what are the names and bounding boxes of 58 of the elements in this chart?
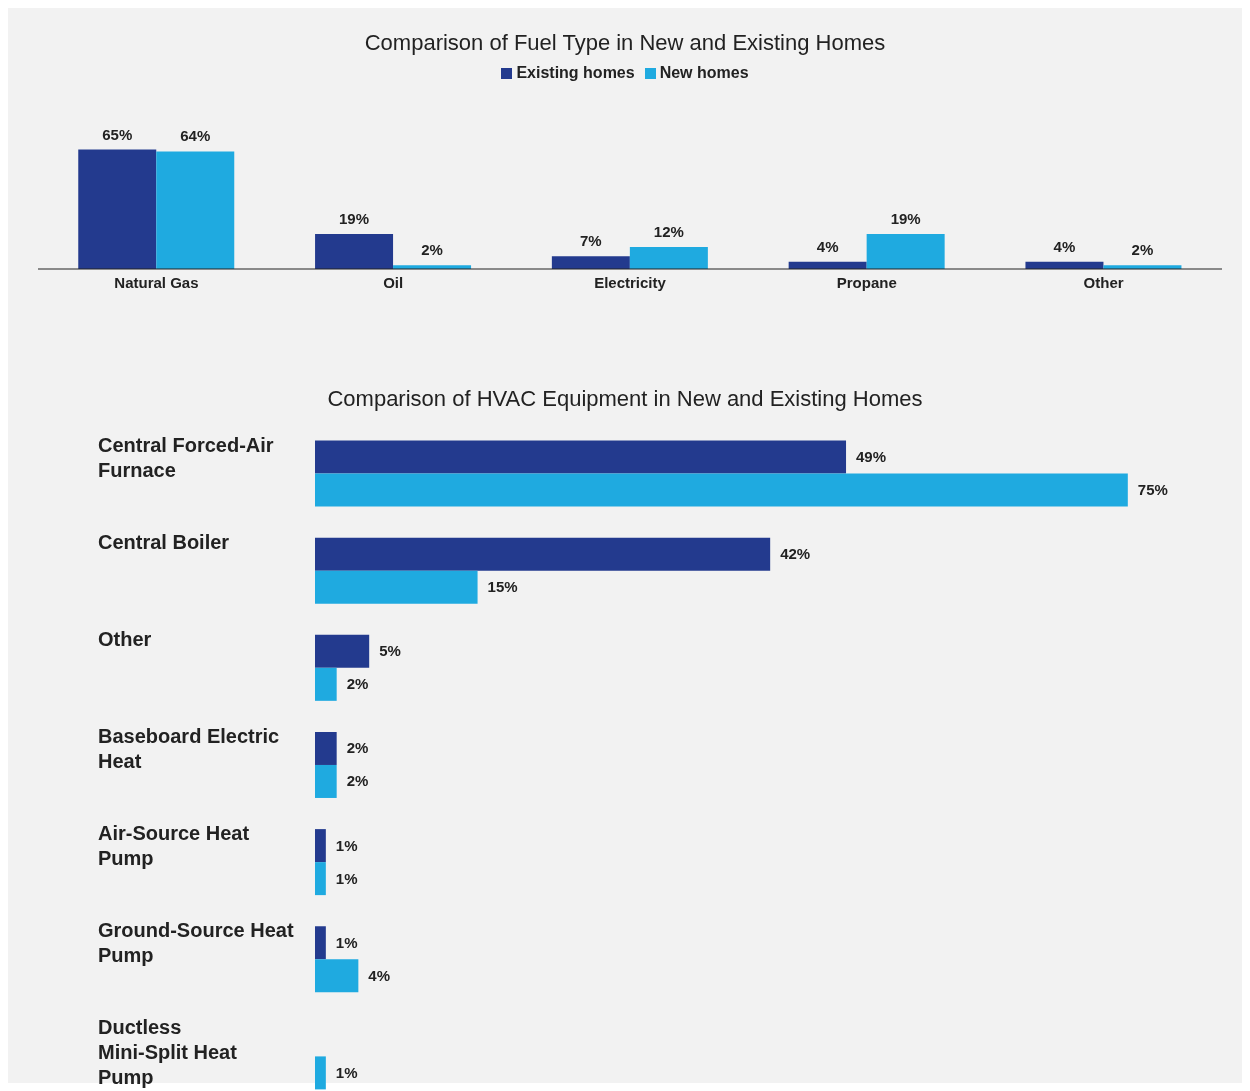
data-label: 1% [335, 933, 358, 951]
bar [315, 764, 337, 798]
legend-label: New homes [659, 64, 749, 81]
x-tick-label: Natural Gas [114, 273, 199, 291]
bar [315, 1056, 326, 1090]
chart-title: Comparison of HVAC Equipment in New and Existing Homes [326, 385, 924, 413]
y-tick-label: Central Boiler [98, 530, 230, 553]
bar [315, 440, 847, 474]
bar [156, 151, 235, 269]
bar [315, 926, 326, 960]
bar [315, 959, 359, 993]
legend-label: Existing homes [516, 64, 635, 81]
data-label: 2% [346, 739, 369, 757]
y-tick-label: Ductless Mini-Split Heat Pump [98, 1016, 238, 1089]
bar [315, 234, 394, 269]
data-label: 1% [335, 869, 358, 887]
bar [315, 862, 326, 896]
data-label: 2% [421, 241, 443, 259]
bar [629, 246, 708, 269]
y-tick-label: Other [98, 627, 152, 650]
data-label: 2% [1131, 241, 1154, 259]
data-label: 15% [487, 578, 518, 596]
data-label: 7% [580, 232, 602, 250]
bar [315, 634, 370, 668]
bar [866, 234, 945, 269]
data-label: 12% [653, 222, 684, 240]
data-label: 4% [816, 237, 839, 255]
bar [315, 537, 771, 571]
bar [315, 667, 337, 701]
data-label: 1% [335, 1063, 358, 1081]
y-tick-label: Ground-Source Heat Pump [98, 919, 294, 967]
x-tick-label: Oil [383, 273, 404, 291]
data-label: 49% [856, 448, 887, 466]
data-label: 65% [102, 125, 133, 143]
data-label: 1% [335, 836, 358, 854]
bar [315, 473, 1128, 507]
data-label: 4% [1053, 237, 1076, 255]
data-label: 2% [346, 675, 369, 693]
x-tick-label: Propane [836, 273, 897, 291]
bar [551, 256, 630, 269]
x-tick-label: Electricity [594, 273, 667, 291]
data-label: 42% [780, 545, 811, 563]
data-label: 5% [379, 642, 401, 660]
data-label: 4% [368, 966, 391, 984]
data-label: 19% [890, 210, 921, 228]
y-tick-label: Baseboard Electric Heat [98, 725, 280, 772]
y-tick-label: Air-Source Heat Pump [98, 822, 250, 870]
bar [315, 570, 478, 604]
bar [315, 731, 337, 765]
bar [315, 829, 326, 863]
chart-title: Comparison of Fuel Type in New and Existing Homes [363, 29, 887, 57]
bar [78, 149, 157, 269]
y-tick-label: Central Forced-Air Furnace [98, 433, 274, 481]
data-label: 2% [346, 772, 369, 790]
data-label: 19% [339, 210, 370, 228]
data-label: 64% [180, 127, 211, 145]
x-tick-label: Other [1083, 273, 1124, 291]
data-label: 75% [1137, 481, 1168, 499]
